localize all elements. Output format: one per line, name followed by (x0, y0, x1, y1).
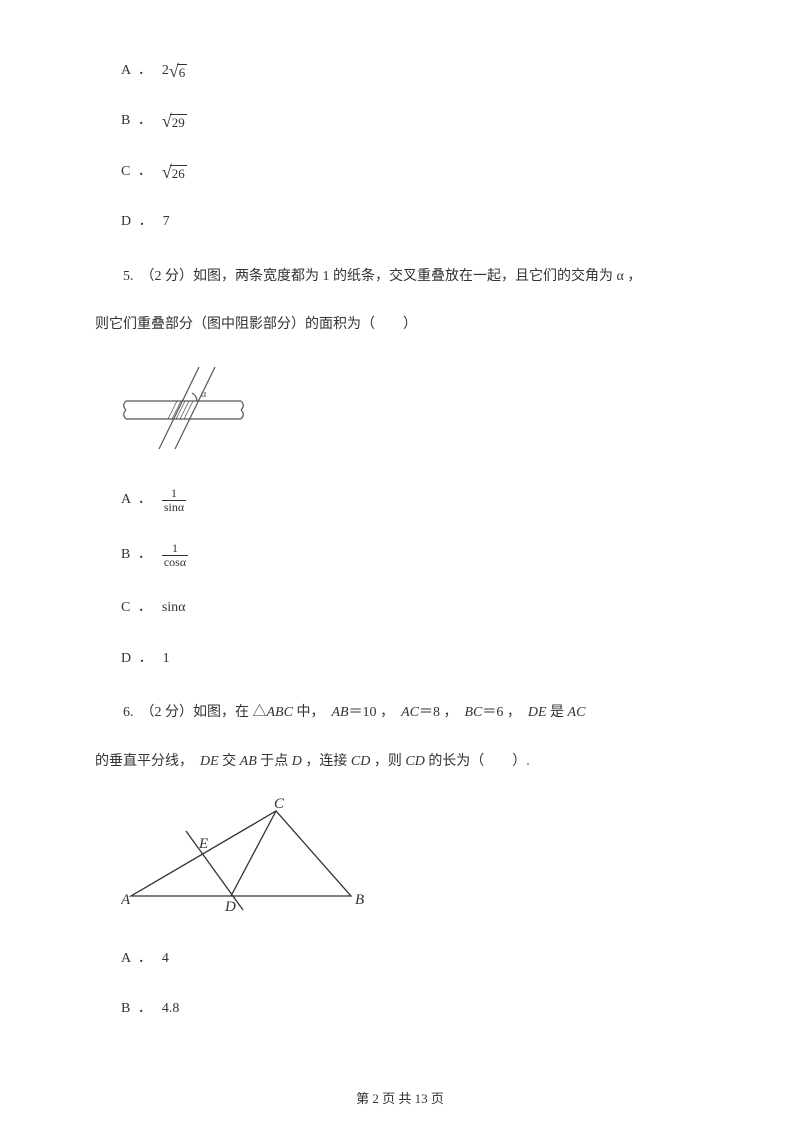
option-label: D ． (121, 648, 155, 670)
t: 的垂直平分线， (95, 754, 200, 769)
option-label: A ． (121, 60, 154, 82)
stem-text: 则它们重叠部分（图中阻影部分）的面积为（ ） (95, 317, 417, 332)
q6-option-a[interactable]: A ． 4 (95, 948, 705, 970)
t: 是 (547, 705, 568, 720)
q5-option-c[interactable]: C ． sinα (95, 597, 705, 619)
t: 6. （2 分）如图，在 (123, 705, 253, 720)
math-expr: √ 29 (162, 112, 187, 131)
option-value: 4.8 (162, 998, 180, 1020)
q6-stem: 6. （2 分）如图，在 △ABC 中， AB＝10 ， AC＝8 ， BC＝6… (95, 698, 705, 729)
svg-text:α: α (201, 389, 207, 400)
var: BC (464, 705, 482, 720)
page-footer: 第 2 页 共 13 页 (0, 1089, 800, 1110)
t: 于点 (257, 754, 292, 769)
option-value: 4 (162, 948, 169, 970)
option-label: A ． (121, 948, 154, 970)
option-label: B ． (121, 544, 154, 566)
option-label: C ． (121, 597, 154, 619)
t: ， (503, 705, 528, 720)
var: CD (405, 754, 424, 769)
var: AB (240, 754, 257, 769)
label-B: B (355, 892, 364, 908)
footer-text: 第 2 页 共 13 页 (356, 1091, 444, 1106)
var: AC (401, 705, 419, 720)
t: ，则 (370, 754, 405, 769)
radicand: 6 (177, 64, 188, 81)
var: CD (351, 754, 370, 769)
stem-text: 5. （2 分）如图，两条宽度都为 1 的纸条，交叉重叠放在一起，且它们的交角为… (123, 269, 641, 284)
strips-diagram-icon: α (121, 359, 251, 454)
t: 交 (219, 754, 240, 769)
var: D (292, 754, 302, 769)
q5-option-a[interactable]: A ． 1 sinα (95, 487, 705, 514)
option-label: D ． (121, 211, 155, 233)
triangle-diagram-icon: A B C D E (121, 796, 381, 916)
q4-option-a[interactable]: A ． 2 √ 6 (95, 60, 705, 82)
t: ，连接 (302, 754, 351, 769)
option-label: B ． (121, 110, 154, 132)
var: AB (331, 705, 348, 720)
t: ， (377, 705, 402, 720)
denominator: sinα (162, 500, 186, 514)
option-value: 7 (163, 211, 170, 233)
var: AC (568, 705, 586, 720)
option-label: C ． (121, 161, 154, 183)
fraction: 1 cosα (162, 542, 188, 569)
option-label: B ． (121, 998, 154, 1020)
math-expr: 2 √ 6 (162, 60, 187, 82)
numerator: 1 (169, 487, 179, 500)
fraction: 1 sinα (162, 487, 186, 514)
label-E: E (198, 836, 208, 852)
q5-stem-line2: 则它们重叠部分（图中阻影部分）的面积为（ ） (95, 310, 705, 341)
var: DE (528, 705, 547, 720)
q5-option-d[interactable]: D ． 1 (95, 648, 705, 670)
math-expr: √ 26 (162, 163, 187, 182)
label-C: C (274, 796, 285, 812)
q4-option-d[interactable]: D ． 7 (95, 211, 705, 233)
coef: 2 (162, 60, 169, 82)
t: ， (440, 705, 465, 720)
t: ＝8 (419, 705, 440, 720)
option-value: sinα (162, 597, 186, 619)
var: ABC (267, 705, 293, 720)
t: ＝10 (349, 705, 377, 720)
t: 中， (293, 705, 332, 720)
t: 的长为（ ）. (425, 754, 530, 769)
q6-figure: A B C D E (121, 796, 705, 924)
q5-option-b[interactable]: B ． 1 cosα (95, 542, 705, 569)
radicand: 29 (170, 114, 187, 131)
denominator: cosα (162, 555, 188, 569)
radicand: 26 (170, 165, 187, 182)
var: DE (200, 754, 219, 769)
option-value: 1 (163, 648, 170, 670)
numerator: 1 (170, 542, 180, 555)
label-A: A (121, 892, 131, 908)
q4-option-b[interactable]: B ． √ 29 (95, 110, 705, 132)
triangle-icon: △ (253, 705, 267, 720)
q6-option-b[interactable]: B ． 4.8 (95, 998, 705, 1020)
q4-option-c[interactable]: C ． √ 26 (95, 161, 705, 183)
q6-stem-line2: 的垂直平分线， DE 交 AB 于点 D ，连接 CD ，则 CD 的长为（ ）… (95, 747, 705, 778)
label-D: D (224, 899, 236, 915)
option-label: A ． (121, 489, 154, 511)
q5-stem-line1: 5. （2 分）如图，两条宽度都为 1 的纸条，交叉重叠放在一起，且它们的交角为… (95, 262, 705, 293)
q5-figure: α (121, 359, 705, 462)
t: ＝6 (482, 705, 503, 720)
